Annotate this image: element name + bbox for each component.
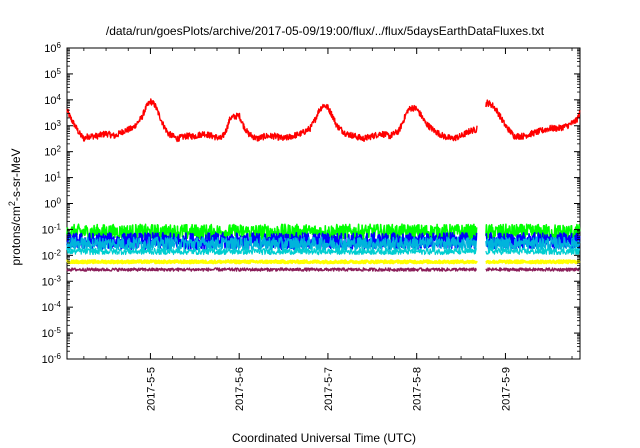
plot-border [66,47,581,360]
y-tick-label: 106 [44,41,61,56]
series-line-0-seg-0 [66,98,478,143]
y-tick-label: 10-2 [42,248,62,263]
y-axis-label: protons/cm2-s-sr-MeV [7,148,23,265]
plot-frame [66,47,581,360]
series-line-3-seg-1 [485,236,581,251]
series-line-2-seg-0 [66,232,478,251]
x-axis-label: Coordinated Universal Time (UTC) [232,431,416,445]
y-tick-label: 10-1 [42,222,62,237]
y-tick-label: 10-5 [42,326,62,341]
series-line-5-seg-1 [485,259,581,265]
y-tick-label: 102 [44,144,61,159]
y-tick-label: 105 [44,66,61,81]
chart-title: /data/run/goesPlots/archive/2017-05-09/1… [106,24,545,38]
y-tick-label: 100 [44,196,61,211]
y-tick-label: 104 [44,92,61,107]
y-tick-label: 10-4 [42,300,62,315]
x-tick-label: 2017-5-9 [500,367,512,411]
y-tick-label: 103 [44,118,61,133]
x-tick-label: 2017-5-8 [412,367,424,411]
y-tick-label: 10-6 [42,352,62,367]
x-tick-label: 2017-5-5 [145,367,157,411]
series-line-6-seg-0 [66,267,477,272]
x-axis: 2017-5-5 2017-5-6 2017-5-7 2017-5-8 2017-5-9 [83,48,573,411]
series-line-3-seg-0 [66,236,477,251]
x-tick-label: 2017-5-6 [234,367,246,411]
series-line-6-seg-1 [485,267,581,272]
series-line-5-seg-0 [66,259,478,265]
series-layer [66,98,581,272]
series-line-4-seg-0 [66,247,478,256]
y-tick-label: 101 [44,170,61,185]
y-axis: 10-6 10-5 10-4 10-3 10-2 10-1 100 101 102 103 104 1… [42,41,580,367]
series-line-4-seg-1 [485,247,581,256]
y-tick-label: 10-3 [42,274,62,289]
series-line-0-seg-1 [485,99,581,140]
x-tick-label: 2017-5-7 [323,367,335,411]
